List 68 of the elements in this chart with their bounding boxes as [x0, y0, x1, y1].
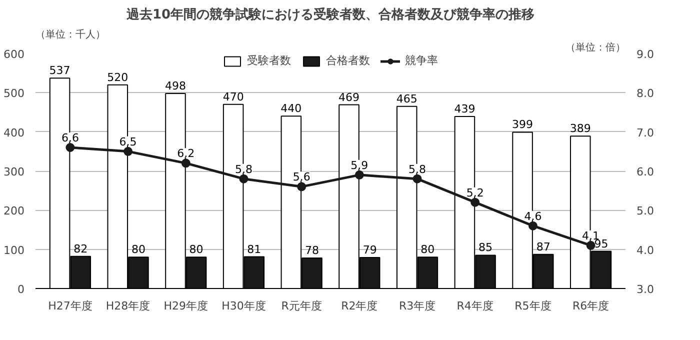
- y-tick-label: 400: [4, 126, 25, 140]
- point: [66, 143, 75, 152]
- data-label: 537: [49, 64, 70, 78]
- y-axis-title: （単位：千人）: [36, 28, 106, 40]
- data-label: 6.2: [177, 147, 195, 160]
- point: [470, 198, 480, 207]
- data-label: 5.2: [466, 186, 484, 200]
- data-label: 6.6: [61, 132, 79, 144]
- y2-tick-label: 7.0: [636, 126, 654, 140]
- y2-tick-label: 6.0: [636, 166, 654, 178]
- y-tick-label: 100: [4, 244, 25, 257]
- point: [124, 146, 133, 156]
- y2-tick-label: 4.0: [636, 244, 654, 257]
- data-label: 85: [478, 241, 493, 254]
- legend-label: 競争率: [405, 53, 438, 68]
- data-label: 80: [420, 243, 435, 256]
- y-tick-label: 500: [4, 87, 25, 100]
- data-label: 5.8: [408, 162, 426, 176]
- y2-tick-label: 8.0: [636, 87, 654, 100]
- legend-label: 合格者数: [326, 53, 370, 68]
- data-label: 5.9: [350, 158, 368, 172]
- data-label: 520: [107, 70, 128, 84]
- y-tick-label: 600: [4, 48, 25, 61]
- x-tick-label: H28年度: [106, 300, 150, 312]
- x-tick-label: H30年度: [222, 300, 266, 312]
- data-label: 82: [74, 242, 88, 256]
- point: [528, 221, 538, 230]
- data-label: 470: [222, 90, 244, 104]
- x-tick-label: R3年度: [398, 300, 436, 312]
- y2-tick-label: 3.0: [636, 283, 654, 296]
- data-label: 80: [131, 243, 146, 256]
- y2-axis-title: （単位：倍）: [566, 42, 626, 54]
- data-label: 440: [280, 102, 302, 116]
- point: [297, 182, 306, 192]
- data-label: 439: [454, 102, 476, 116]
- data-label: 87: [536, 240, 550, 254]
- data-label: 6.5: [119, 135, 137, 148]
- x-tick-label: R2年度: [341, 300, 378, 312]
- point: [181, 158, 190, 168]
- point: [412, 174, 422, 184]
- x-tick-label: H29年度: [164, 300, 208, 312]
- x-tick-label: R6年度: [572, 300, 610, 312]
- data-label: 469: [338, 90, 360, 104]
- y2-tick-label: 5.0: [636, 204, 654, 218]
- x-tick-label: R元年度: [281, 300, 322, 312]
- data-label: 498: [164, 79, 186, 92]
- data-label: 5.6: [292, 170, 310, 184]
- data-label: 465: [396, 92, 418, 106]
- legend-label: 受験者数: [247, 53, 291, 68]
- y-tick-label: 0: [18, 283, 24, 296]
- x-tick-label: R5年度: [514, 300, 552, 312]
- data-label: 389: [570, 122, 591, 136]
- data-label: 399: [512, 118, 534, 132]
- x-tick-label: R4年度: [456, 300, 494, 312]
- data-label: 4.6: [524, 210, 542, 223]
- point: [586, 240, 596, 250]
- data-label: 79: [362, 244, 377, 257]
- y-tick-label: 300: [4, 166, 25, 178]
- y2-tick-label: 9.0: [636, 48, 654, 61]
- data-label: 78: [304, 244, 319, 257]
- chart-title: 過去10年間の競争試験における受験者数、合格者数及び競争率の推移: [125, 6, 535, 22]
- data-label: 80: [189, 243, 204, 256]
- x-tick-label: H27年度: [48, 300, 92, 312]
- data-label: 5.8: [234, 162, 252, 176]
- point: [354, 170, 364, 180]
- point: [239, 174, 248, 184]
- data-label: 81: [247, 242, 262, 256]
- y-tick-label: 200: [4, 204, 25, 218]
